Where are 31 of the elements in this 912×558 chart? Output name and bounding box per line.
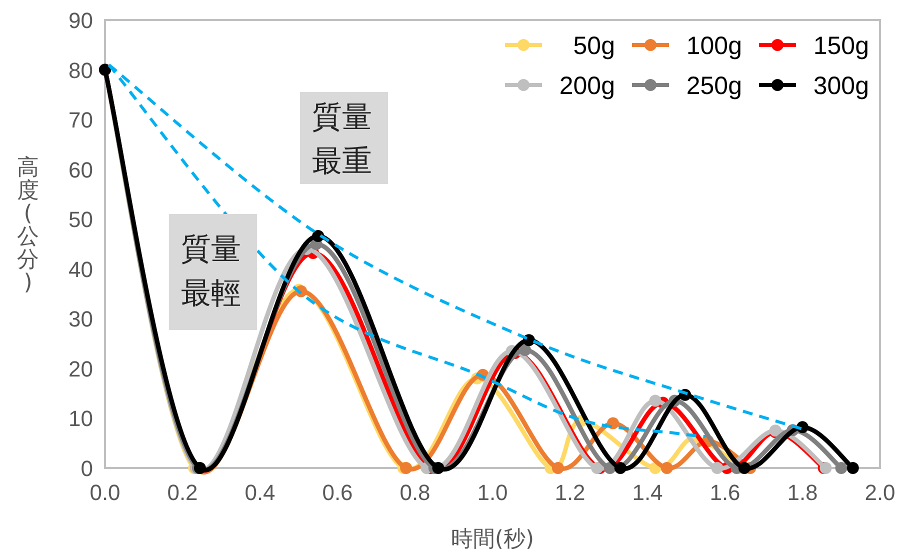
y-tick-label: 40: [68, 256, 93, 282]
annotation: 質量最輕: [169, 214, 257, 330]
legend-label: 300g: [813, 72, 869, 100]
x-tick-label: 0.2: [167, 480, 198, 505]
y-tick-label: 0: [80, 456, 93, 481]
y-tick-label: 30: [68, 306, 93, 332]
x-tick-label: 2.0: [864, 480, 896, 505]
annotation: 質量最重: [300, 92, 388, 184]
legend-label: 50g: [573, 32, 615, 60]
legend-label: 200g: [559, 72, 615, 100]
y-tick-label: 20: [68, 356, 93, 382]
x-tick-label: 1.6: [710, 480, 740, 505]
x-tick-label: 1.0: [477, 480, 508, 505]
x-tick-label: 1.2: [554, 480, 586, 505]
y-tick-label: 10: [68, 406, 93, 432]
y-axis-title: 高度(公分): [17, 156, 39, 296]
x-tick-label: 0.4: [244, 480, 276, 505]
y-tick-label: 50: [68, 207, 93, 232]
x-tick-label: 0.0: [90, 480, 120, 505]
x-axis-title: 時間(秒): [450, 527, 534, 552]
x-tick-label: 1.4: [632, 480, 663, 505]
y-tick-label: 70: [68, 108, 93, 133]
y-tick-label: 90: [68, 8, 93, 33]
legend-label: 100g: [686, 32, 742, 60]
legend-label: 150g: [813, 32, 869, 60]
x-tick-label: 0.6: [322, 480, 353, 505]
y-tick-label: 80: [68, 58, 93, 83]
x-tick-label: 1.8: [787, 480, 818, 505]
y-tick-label: 60: [68, 157, 93, 182]
x-tick-label: 0.8: [400, 480, 430, 505]
legend-label: 250g: [686, 72, 742, 100]
